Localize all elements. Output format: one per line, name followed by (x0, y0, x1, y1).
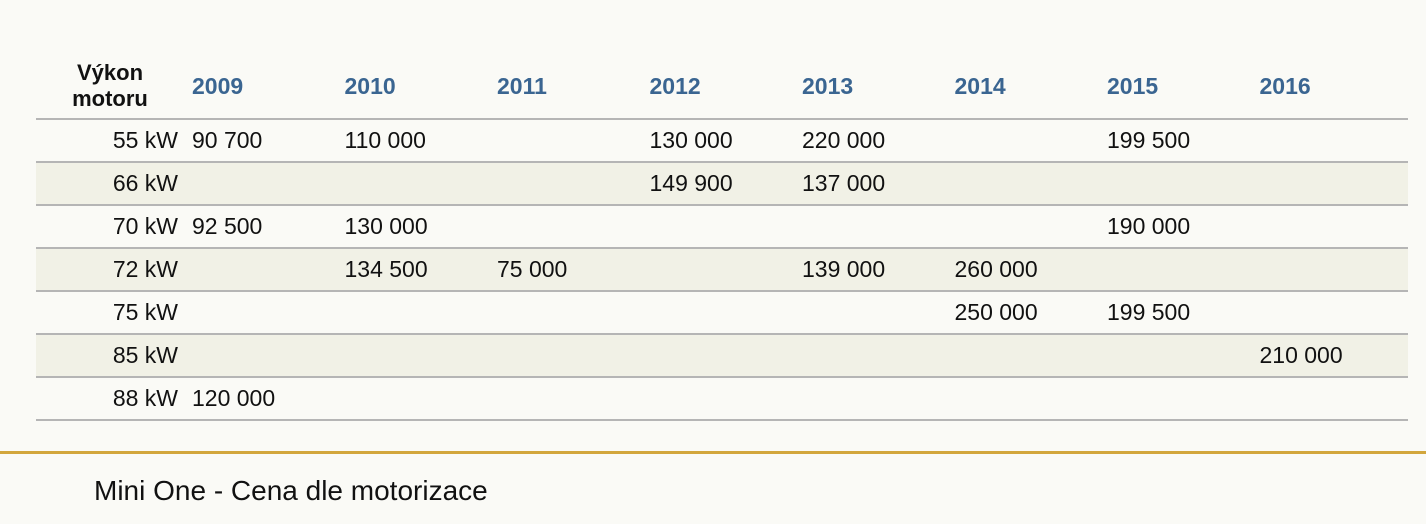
price-cell-2013: 139 000 (798, 248, 951, 292)
price-cell-2011 (493, 119, 646, 163)
price-cell-2015: 199 500 (1103, 291, 1256, 335)
power-cell: 55 kW (36, 119, 188, 163)
year-header-2011: 2011 (493, 54, 646, 120)
power-cell: 70 kW (36, 205, 188, 249)
year-header-2013: 2013 (798, 54, 951, 120)
price-cell-2016 (1255, 205, 1408, 249)
price-cell-2014 (950, 377, 1103, 421)
price-cell-2016 (1255, 119, 1408, 163)
price-cell-2013: 220 000 (798, 119, 951, 163)
table-body: 55 kW 90 700 110 000 130 000 220 000 199 500 6… (36, 119, 1408, 421)
price-cell-2010: 130 000 (340, 205, 493, 249)
price-cell-2016 (1255, 162, 1408, 206)
power-cell: 88 kW (36, 377, 188, 421)
table-header: Výkon motoru 2009 2010 2011 2012 2013 2014 201… (36, 54, 1408, 120)
price-cell-2015: 190 000 (1103, 205, 1256, 249)
price-cell-2013 (798, 291, 951, 335)
power-column-header: Výkon motoru (36, 54, 188, 120)
year-header-2010: 2010 (340, 54, 493, 120)
price-cell-2015: 199 500 (1103, 119, 1256, 163)
power-header-line-2: motoru (72, 86, 148, 111)
year-header-2015: 2015 (1103, 54, 1256, 120)
power-cell: 72 kW (36, 248, 188, 292)
price-cell-2009 (188, 162, 341, 206)
price-cell-2012 (645, 334, 798, 378)
price-cell-2009: 92 500 (188, 205, 341, 249)
power-cell: 75 kW (36, 291, 188, 335)
price-cell-2012: 130 000 (645, 119, 798, 163)
price-cell-2016 (1255, 291, 1408, 335)
price-cell-2012 (645, 248, 798, 292)
power-cell: 85 kW (36, 334, 188, 378)
price-cell-2014 (950, 205, 1103, 249)
price-cell-2011 (493, 334, 646, 378)
price-cell-2012 (645, 291, 798, 335)
year-header-2009: 2009 (188, 54, 341, 120)
price-cell-2012 (645, 377, 798, 421)
year-header-2016: 2016 (1255, 54, 1408, 120)
price-cell-2015 (1103, 377, 1256, 421)
power-cell: 66 kW (36, 162, 188, 206)
price-cell-2013 (798, 334, 951, 378)
price-cell-2016 (1255, 377, 1408, 421)
table-row: 72 kW 134 500 75 000 139 000 260 000 (36, 248, 1408, 292)
price-cell-2012: 149 900 (645, 162, 798, 206)
price-cell-2014: 250 000 (950, 291, 1103, 335)
table-row: 66 kW 149 900 137 000 (36, 162, 1408, 206)
price-cell-2012 (645, 205, 798, 249)
price-table: Výkon motoru 2009 2010 2011 2012 2013 2014 201… (36, 54, 1408, 421)
price-cell-2009 (188, 334, 341, 378)
price-cell-2016 (1255, 248, 1408, 292)
price-cell-2009 (188, 291, 341, 335)
price-cell-2011 (493, 162, 646, 206)
price-cell-2011 (493, 291, 646, 335)
price-cell-2013 (798, 205, 951, 249)
price-cell-2014: 260 000 (950, 248, 1103, 292)
year-header-2014: 2014 (950, 54, 1103, 120)
power-header-line-1: Výkon (76, 60, 144, 85)
price-cell-2016: 210 000 (1255, 334, 1408, 378)
table-row: 85 kW 210 000 (36, 334, 1408, 378)
price-cell-2011 (493, 377, 646, 421)
price-table-container: Výkon motoru 2009 2010 2011 2012 2013 2014 201… (36, 54, 1408, 421)
price-cell-2014 (950, 119, 1103, 163)
price-cell-2014 (950, 162, 1103, 206)
table-row: 55 kW 90 700 110 000 130 000 220 000 199 500 (36, 119, 1408, 163)
price-cell-2009 (188, 248, 341, 292)
price-cell-2010: 134 500 (340, 248, 493, 292)
price-cell-2014 (950, 334, 1103, 378)
price-cell-2010 (340, 162, 493, 206)
price-cell-2015 (1103, 334, 1256, 378)
table-row: 88 kW 120 000 (36, 377, 1408, 421)
price-cell-2010 (340, 334, 493, 378)
price-cell-2010 (340, 291, 493, 335)
price-cell-2010 (340, 377, 493, 421)
price-cell-2015 (1103, 248, 1256, 292)
price-cell-2009: 90 700 (188, 119, 341, 163)
price-cell-2015 (1103, 162, 1256, 206)
price-cell-2011 (493, 205, 646, 249)
header-row: Výkon motoru 2009 2010 2011 2012 2013 2014 201… (36, 54, 1408, 120)
year-header-2012: 2012 (645, 54, 798, 120)
price-cell-2011: 75 000 (493, 248, 646, 292)
price-cell-2010: 110 000 (340, 119, 493, 163)
table-row: 70 kW 92 500 130 000 190 000 (36, 205, 1408, 249)
table-row: 75 kW 250 000 199 500 (36, 291, 1408, 335)
price-cell-2009: 120 000 (188, 377, 341, 421)
price-cell-2013 (798, 377, 951, 421)
caption-divider (0, 451, 1426, 454)
price-cell-2013: 137 000 (798, 162, 951, 206)
table-caption: Mini One - Cena dle motorizace (94, 475, 488, 506)
